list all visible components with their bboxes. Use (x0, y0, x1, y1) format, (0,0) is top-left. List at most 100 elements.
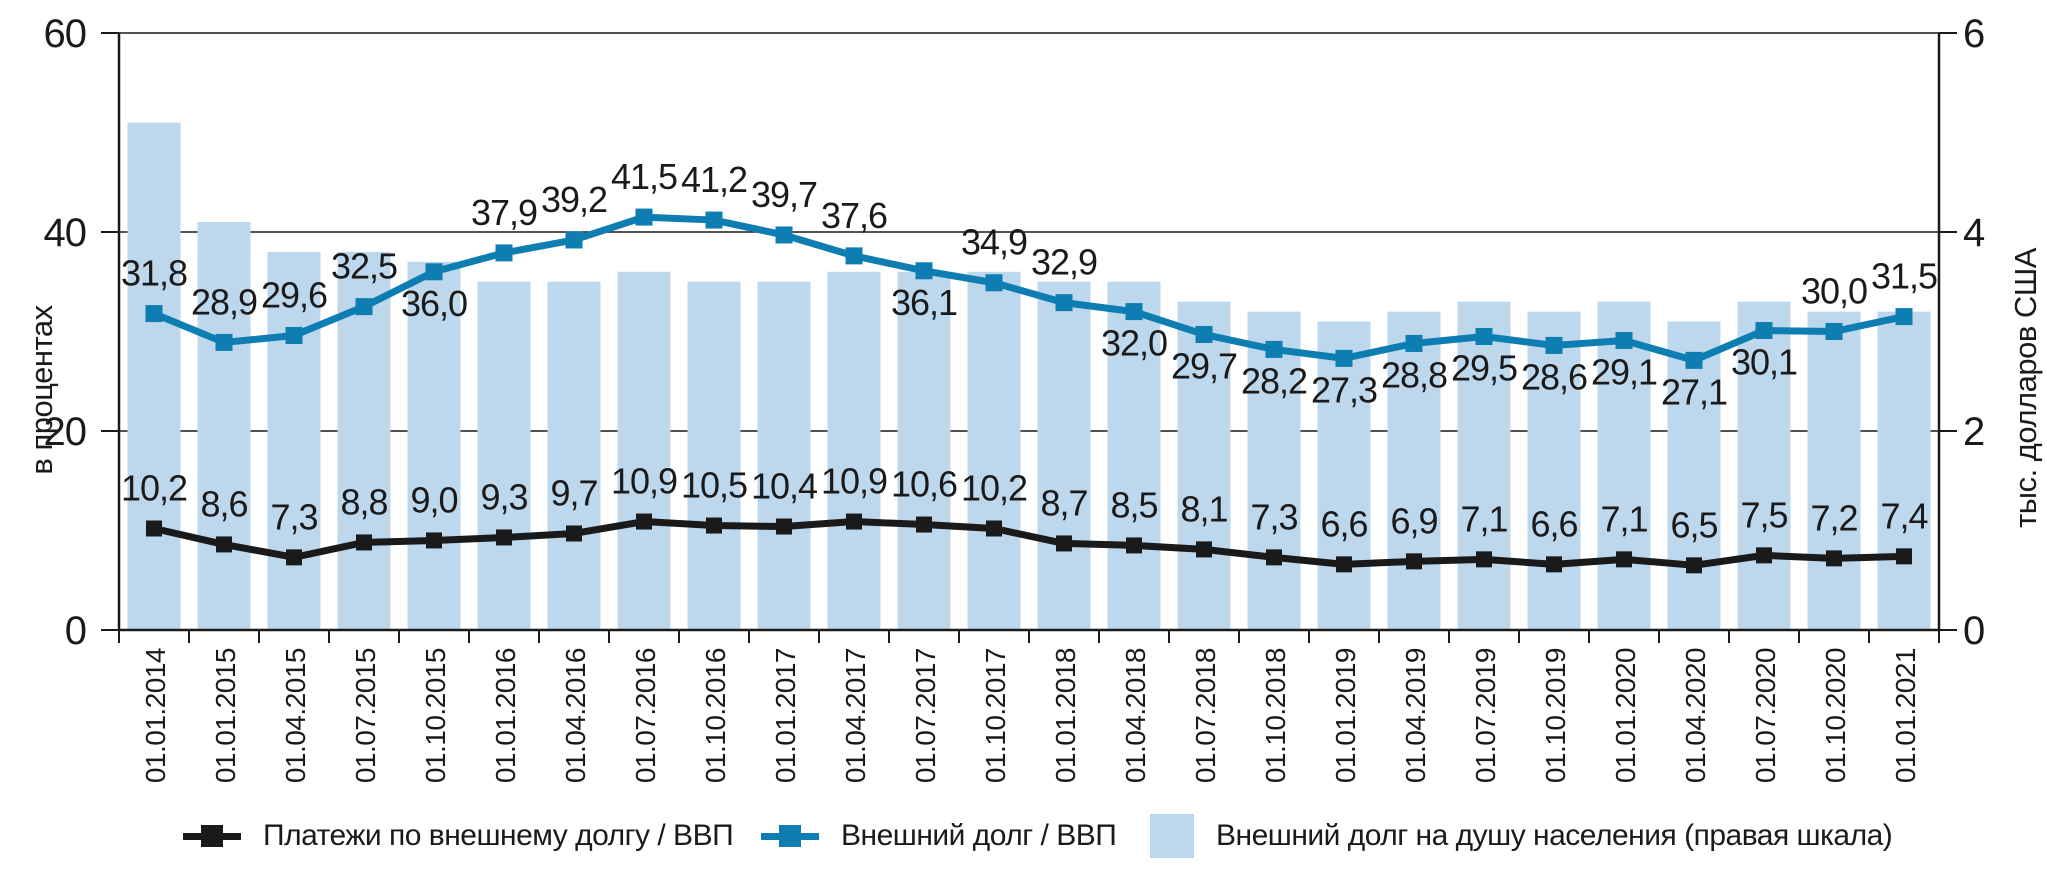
bar (1107, 281, 1161, 630)
value-label: 7,3 (270, 496, 317, 537)
x-tick-label: 01.01.2016 (490, 648, 521, 783)
value-label: 32,0 (1101, 323, 1167, 364)
x-tick-label: 01.01.2021 (1890, 648, 1921, 783)
value-label: 28,9 (191, 281, 257, 322)
legend-label-debt-per-capita: Внешний долг на душу населения (правая ш… (1216, 819, 1893, 852)
bar (547, 281, 601, 630)
bar (1737, 301, 1791, 630)
left-tick-label: 60 (44, 12, 87, 56)
marker (1125, 303, 1143, 321)
value-label: 8,1 (1180, 488, 1227, 529)
value-label: 32,5 (331, 246, 397, 287)
value-label: 10,4 (751, 466, 817, 507)
value-label: 36,1 (891, 282, 957, 323)
value-label: 29,7 (1171, 345, 1237, 386)
value-label: 10,9 (611, 461, 677, 502)
marker (426, 532, 442, 549)
bar (1597, 301, 1651, 630)
marker (495, 244, 513, 262)
series-line (150, 213, 1908, 364)
series-line (150, 518, 1908, 569)
value-label: 9,7 (550, 472, 597, 513)
marker (986, 520, 1002, 537)
black-line-marker-icon (183, 825, 241, 847)
value-label: 39,7 (751, 174, 817, 215)
value-label: 7,1 (1600, 498, 1647, 539)
black-square-icon (201, 825, 223, 847)
value-label: 8,8 (340, 481, 387, 522)
marker (285, 326, 303, 344)
x-axis-labels: 01.01.2014 01.01.2015 01.04.2015 01.07.2015… (140, 648, 1921, 783)
value-label: 10,2 (121, 468, 187, 509)
value-label: 31,5 (1871, 256, 1937, 297)
bar (407, 261, 461, 630)
value-label: 28,2 (1241, 360, 1307, 401)
value-label: 8,5 (1110, 484, 1157, 525)
x-tick-label: 01.10.2018 (1260, 648, 1291, 783)
marker (1755, 322, 1773, 340)
bar (967, 271, 1021, 630)
bar (267, 251, 321, 630)
marker (1265, 340, 1283, 358)
marker (1266, 549, 1282, 566)
marker (916, 516, 932, 533)
value-label: 30,0 (1801, 271, 1867, 312)
legend-item-debt-gdp: Внешний долг / ВВП (761, 810, 1117, 862)
value-label: 9,0 (410, 479, 457, 520)
line-series: 10,2 8,6 7,3 8,8 9,0 9,3 9,7 10,9 10,5 10,4 10,9 10… (121, 461, 1929, 574)
value-label: 7,5 (1740, 494, 1787, 535)
marker (1405, 334, 1423, 352)
marker (566, 525, 582, 542)
x-tick-label: 01.04.2015 (280, 648, 311, 783)
right-tick-label: 4 (1963, 211, 1985, 255)
marker (215, 333, 233, 351)
value-label: 29,5 (1451, 347, 1517, 388)
marker (1615, 331, 1633, 349)
marker (145, 305, 163, 323)
marker (1686, 557, 1702, 574)
left-axis-title: в процентах (24, 304, 59, 474)
marker (1056, 535, 1072, 552)
marker (985, 274, 1003, 292)
axes: 0 20 40 60 0 2 4 6 (44, 12, 1987, 653)
marker (1126, 537, 1142, 554)
value-label: 9,3 (480, 476, 527, 517)
x-tick-label: 01.01.2017 (770, 648, 801, 783)
marker (1335, 349, 1353, 367)
marker (425, 263, 443, 281)
x-tick-label: 01.07.2016 (630, 648, 661, 783)
bar (477, 281, 531, 630)
marker (1545, 336, 1563, 354)
value-label: 41,2 (681, 159, 747, 200)
value-label: 6,5 (1670, 504, 1717, 545)
marker (1896, 548, 1912, 565)
legend-item-debt-per-capita: Внешний долг на душу населения (правая ш… (1150, 810, 1893, 862)
bar-swatch-icon (1150, 814, 1194, 858)
marker (776, 518, 792, 535)
bar (1247, 311, 1301, 630)
left-tick-label: 0 (65, 609, 86, 653)
value-label: 6,9 (1390, 500, 1437, 541)
marker (1195, 325, 1213, 343)
value-label: 10,5 (681, 465, 747, 506)
x-tick-label: 01.07.2019 (1470, 648, 1501, 783)
line-series: 31,828,9 29,632,536,0 37,9 39,241,5 41,2 39,7… (121, 156, 1938, 412)
marker (846, 513, 862, 530)
legend-label-debt-gdp: Внешний долг / ВВП (841, 819, 1117, 852)
x-tick-label: 01.01.2014 (140, 648, 171, 783)
legend-label-payments: Платежи по внешнему долгу / ВВП (263, 819, 734, 852)
value-label: 41,5 (611, 156, 677, 197)
legend-item-payments: Платежи по внешнему долгу / ВВП (183, 810, 734, 862)
marker (1336, 556, 1352, 573)
x-tick-label: 01.07.2015 (350, 648, 381, 783)
bar (1667, 321, 1721, 630)
marker (775, 226, 793, 244)
x-tick-label: 01.01.2019 (1330, 648, 1361, 783)
value-label: 28,8 (1381, 354, 1447, 395)
marker (1196, 541, 1212, 558)
right-tick-label: 0 (1963, 609, 1984, 653)
bar (617, 271, 671, 630)
x-tick-label: 01.10.2016 (700, 648, 731, 783)
